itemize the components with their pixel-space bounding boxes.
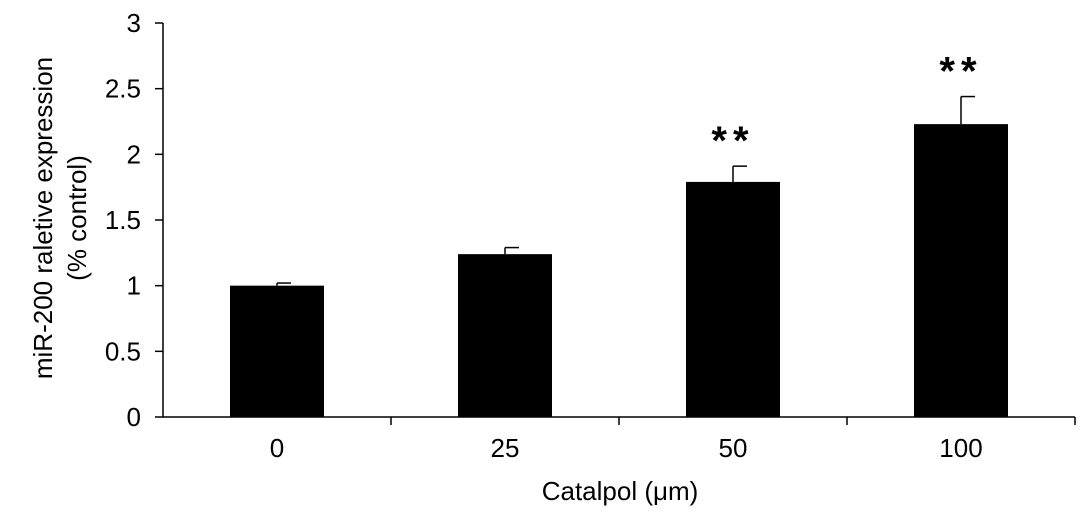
y-tick-label: 2 bbox=[127, 139, 141, 169]
y-tick-label: 3 bbox=[127, 8, 141, 38]
y-tick-label: 1 bbox=[127, 271, 141, 301]
significance-marker: ** bbox=[711, 119, 754, 163]
y-axis-title-line1: miR-200 raletive expression bbox=[28, 57, 58, 379]
bar bbox=[914, 124, 1008, 418]
x-tick-label: 50 bbox=[719, 433, 748, 463]
y-tick-label: 0.5 bbox=[105, 336, 141, 366]
y-tick-label: 0 bbox=[127, 402, 141, 432]
bar bbox=[230, 285, 324, 417]
x-tick-label: 25 bbox=[491, 433, 520, 463]
y-tick-label: 1.5 bbox=[105, 205, 141, 235]
x-axis-title: Catalpol (μm) bbox=[542, 476, 699, 506]
y-axis-title-line2: (% control) bbox=[62, 155, 92, 281]
plot-area: 0 0.5 1 1.5 2 2.5 3 0 25 50 ** 100 ** bbox=[105, 8, 1076, 463]
x-tick-label: 100 bbox=[939, 433, 982, 463]
bar bbox=[458, 254, 552, 417]
x-tick-label: 0 bbox=[270, 433, 284, 463]
y-axis-title: miR-200 raletive expression (% control) bbox=[28, 57, 92, 379]
bar bbox=[686, 181, 780, 417]
y-tick-label: 2.5 bbox=[105, 74, 141, 104]
significance-marker: ** bbox=[939, 50, 982, 94]
